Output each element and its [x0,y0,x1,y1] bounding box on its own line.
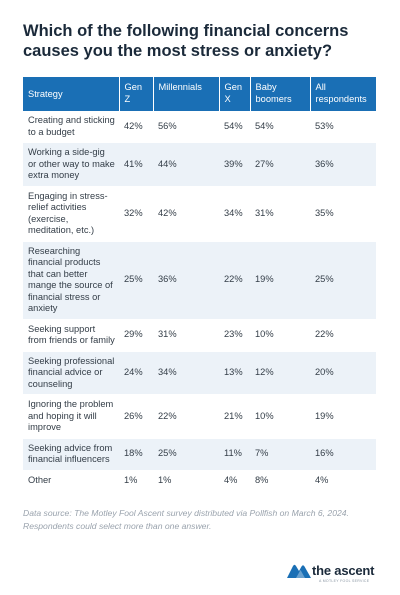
column-header-baby-boomers: Baby boomers [250,77,311,111]
cell-all-respondents: 22% [310,319,376,352]
cell-all-respondents: 25% [310,241,376,320]
row-label: Seeking support from friends or family [23,319,119,352]
row-label: Ignoring the problem and hoping it will … [23,394,119,439]
row-label: Creating and sticking to a budget [23,111,119,143]
cell-millennials: 42% [153,186,219,242]
column-header-gen-z: Gen Z [119,77,154,111]
cell-all-respondents: 35% [310,186,376,242]
cell-gen-z: 32% [119,186,153,242]
cell-baby-boomers: 31% [250,186,310,242]
column-header-gen-x: Gen X [219,77,251,111]
cell-baby-boomers: 12% [250,351,310,395]
table-row: Researching financial products that can … [23,241,376,320]
row-label: Researching financial products that can … [23,241,119,320]
row-label: Seeking advice from financial influencer… [23,438,119,471]
column-header-strategy: Strategy [23,77,120,111]
cell-gen-z: 1% [119,470,153,491]
cell-all-respondents: 20% [310,351,376,395]
cell-all-respondents: 16% [310,438,376,471]
cell-gen-z: 29% [119,319,153,352]
table-row: Other 1% 1% 4% 8% 4% [23,470,376,491]
cell-baby-boomers: 27% [250,142,310,187]
cell-gen-z: 41% [119,142,153,187]
cell-baby-boomers: 7% [250,438,310,471]
table-row: Working a side-gig or other way to make … [23,142,376,187]
cell-all-respondents: 19% [310,394,376,439]
cell-gen-z: 26% [119,394,153,439]
brand-name: the ascent [312,563,375,578]
row-label: Seeking professional financial advice or… [23,351,119,395]
row-label: Engaging in stress-relief activities (ex… [23,186,119,242]
table-row: Engaging in stress-relief activities (ex… [23,186,376,242]
cell-all-respondents: 36% [310,142,376,187]
chart-title: Which of the following financial concern… [23,22,349,60]
table-header-row: Strategy Gen Z Millennials Gen X Baby bo… [23,77,376,111]
the-ascent-logo: the ascent A MOTLEY FOOL SERVICE [287,561,382,587]
cell-gen-z: 24% [119,351,153,395]
cell-millennials: 34% [153,351,219,395]
table-row: Ignoring the problem and hoping it will … [23,394,376,439]
cell-gen-x: 13% [219,351,250,395]
data-source-footnote: Data source: The Motley Fool Ascent surv… [23,508,349,531]
row-label: Other [23,470,119,491]
cell-baby-boomers: 54% [250,111,310,143]
table-row: Seeking professional financial advice or… [23,351,376,395]
cell-gen-x: 21% [219,394,250,439]
cell-all-respondents: 4% [310,470,376,491]
cell-gen-x: 11% [219,438,250,471]
brand-tagline: A MOTLEY FOOL SERVICE [319,579,370,583]
cell-gen-z: 42% [119,111,153,143]
cell-baby-boomers: 19% [250,241,310,320]
row-label: Working a side-gig or other way to make … [23,142,119,187]
cell-millennials: 44% [153,142,219,187]
cell-gen-x: 39% [219,142,250,187]
column-header-all-respondents: All respondents [310,77,376,111]
cell-gen-x: 54% [219,111,250,143]
table-row: Creating and sticking to a budget 42% 56… [23,111,376,143]
cell-gen-x: 23% [219,319,250,352]
cell-baby-boomers: 8% [250,470,310,491]
cell-millennials: 1% [153,470,219,491]
cell-gen-z: 18% [119,438,153,471]
cell-baby-boomers: 10% [250,394,310,439]
cell-millennials: 36% [153,241,219,320]
cell-baby-boomers: 10% [250,319,310,352]
cell-gen-x: 34% [219,186,250,242]
cell-all-respondents: 53% [310,111,376,143]
mountain-logo-icon [287,564,311,578]
cell-millennials: 31% [153,319,219,352]
cell-millennials: 56% [153,111,219,143]
table-row: Seeking advice from financial influencer… [23,438,376,471]
cell-millennials: 22% [153,394,219,439]
cell-gen-x: 22% [219,241,250,320]
table-row: Seeking support from friends or family 2… [23,319,376,352]
cell-gen-x: 4% [219,470,250,491]
cell-millennials: 25% [153,438,219,471]
cell-gen-z: 25% [119,241,153,320]
column-header-millennials: Millennials [153,77,220,111]
data-table: Strategy Gen Z Millennials Gen X Baby bo… [23,77,376,491]
